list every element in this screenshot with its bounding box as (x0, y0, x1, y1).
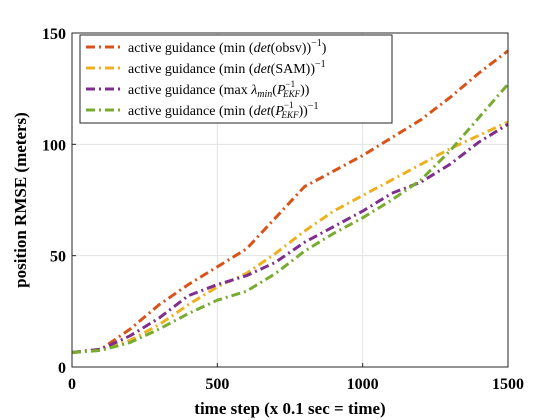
y-axis-title: position RMSE (meters) (11, 112, 30, 288)
legend-label-1: active guidance (min (det(obsv))−1) (128, 38, 327, 56)
legend-box (79, 34, 393, 124)
legend-label-4: active guidance (min (det(P−1 EKF))−1 (128, 100, 318, 120)
series-line-1 (71, 49, 509, 354)
series-line-2 (71, 120, 509, 354)
legend-label-2: active guidance (min (det(SAM))−1 (128, 59, 326, 77)
legend-label-3: active guidance (max λmin(P−1 EKF)) (128, 79, 310, 100)
series-line-3 (71, 123, 509, 354)
y-tick-label: 150 (42, 26, 66, 43)
y-tick-label: 100 (42, 137, 66, 154)
legend: active guidance (min (det(obsv))−1) activ… (79, 34, 393, 124)
series-lines (71, 49, 510, 354)
x-tick-label: 0 (68, 376, 76, 393)
x-tick-label: 1000 (347, 376, 379, 393)
x-tick-label: 1500 (492, 376, 524, 393)
x-tick-label: 500 (205, 376, 229, 393)
plot-frame (71, 32, 509, 368)
y-tick-label: 0 (58, 360, 66, 377)
x-axis-title: time step (x 0.1 sec = time) (194, 399, 385, 418)
y-tick-label: 50 (50, 249, 66, 266)
series-line-4 (71, 83, 510, 354)
axis-ticks: 0 500 1000 1500 0 50 100 150 (42, 26, 524, 393)
